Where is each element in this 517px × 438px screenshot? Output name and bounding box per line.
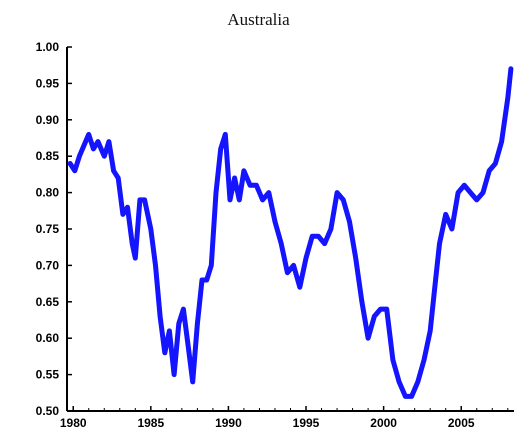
y-tick-label: 0.55 bbox=[36, 368, 60, 382]
y-tick-label: 0.80 bbox=[36, 186, 60, 200]
y-tick-label: 0.50 bbox=[36, 404, 60, 418]
y-tick-label: 1.00 bbox=[36, 40, 60, 54]
x-tick-label: 1990 bbox=[215, 416, 242, 430]
y-tick-label: 0.85 bbox=[36, 149, 60, 163]
x-tick-label: 1985 bbox=[137, 416, 164, 430]
y-tick-label: 0.95 bbox=[36, 76, 60, 90]
series-line-0 bbox=[67, 66, 514, 399]
chart-title: Australia bbox=[227, 10, 290, 29]
x-tick-label: 2000 bbox=[370, 416, 397, 430]
y-tick-label: 0.70 bbox=[36, 258, 60, 272]
x-tick-label: 1980 bbox=[60, 416, 87, 430]
y-tick-label: 0.65 bbox=[36, 295, 60, 309]
x-tick-label: 1995 bbox=[293, 416, 320, 430]
x-tick-label: 2005 bbox=[448, 416, 475, 430]
y-tick-label: 0.60 bbox=[36, 331, 60, 345]
y-tick-label: 0.75 bbox=[36, 222, 60, 236]
y-tick-label: 0.90 bbox=[36, 113, 60, 127]
